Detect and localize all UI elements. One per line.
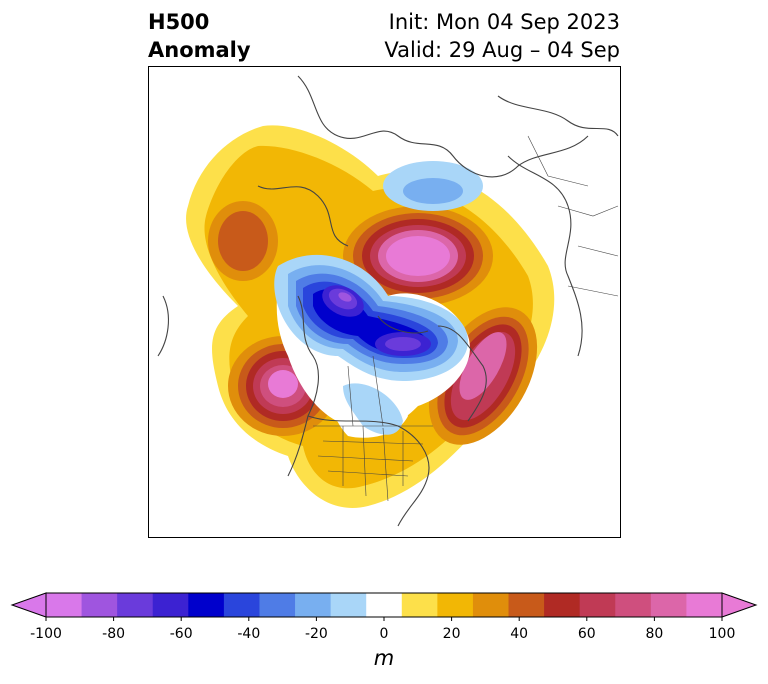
colorbar-segment — [259, 593, 296, 617]
title-left: H500 Anomaly — [148, 8, 251, 64]
colorbar-segment — [401, 593, 438, 617]
colorbar-tick-label: -60 — [169, 626, 193, 642]
colorbar-unit-label: m — [373, 646, 395, 670]
colorbar-tick-label: 80 — [645, 626, 664, 642]
colorbar-tick-label: 20 — [442, 626, 461, 642]
colorbar-tick-label: -100 — [30, 626, 62, 642]
colorbar-segment — [472, 593, 510, 617]
title-type: Anomaly — [148, 38, 251, 62]
colorbar-tick-label: -80 — [102, 626, 126, 642]
political-borders — [313, 135, 619, 502]
title-right: Init: Mon 04 Sep 2023 Valid: 29 Aug – 04… — [384, 8, 620, 64]
colorbar-segment — [366, 593, 403, 617]
colorbar-segment — [188, 593, 225, 617]
coastlines — [157, 75, 619, 527]
valid-period: Valid: 29 Aug – 04 Sep — [384, 38, 620, 62]
init-time: Init: Mon 04 Sep 2023 — [388, 10, 620, 34]
colorbar-segment — [615, 593, 652, 617]
colorbar-segment — [508, 593, 545, 617]
colorbar-tick-label: -40 — [237, 626, 261, 642]
colorbar-tick-label: 40 — [510, 626, 529, 642]
colorbar-segment — [686, 593, 723, 617]
anomaly-map — [148, 66, 621, 538]
colorbar-tick-label: -20 — [304, 626, 328, 642]
colorbar-segment — [437, 593, 474, 617]
colorbar-segment — [579, 593, 616, 617]
title-variable: H500 — [148, 10, 210, 34]
colorbar-segment — [152, 593, 189, 617]
colorbar — [10, 592, 758, 621]
colorbar-tick-label: 60 — [577, 626, 596, 642]
colorbar-tick-label: 100 — [708, 626, 736, 642]
colorbar-over-arrow — [721, 592, 758, 618]
colorbar-segment — [117, 593, 154, 617]
colorbar-tick-label: 0 — [379, 626, 389, 642]
colorbar-segment — [544, 593, 581, 617]
colorbar-segment — [81, 593, 118, 617]
colorbar-segment — [650, 593, 687, 617]
colorbar-segment — [46, 593, 83, 617]
colorbar-under-arrow — [10, 592, 47, 618]
colorbar-segment — [330, 593, 367, 617]
colorbar-segment — [295, 593, 332, 617]
colorbar-segment — [223, 593, 260, 617]
trough-central-canada — [343, 383, 403, 435]
